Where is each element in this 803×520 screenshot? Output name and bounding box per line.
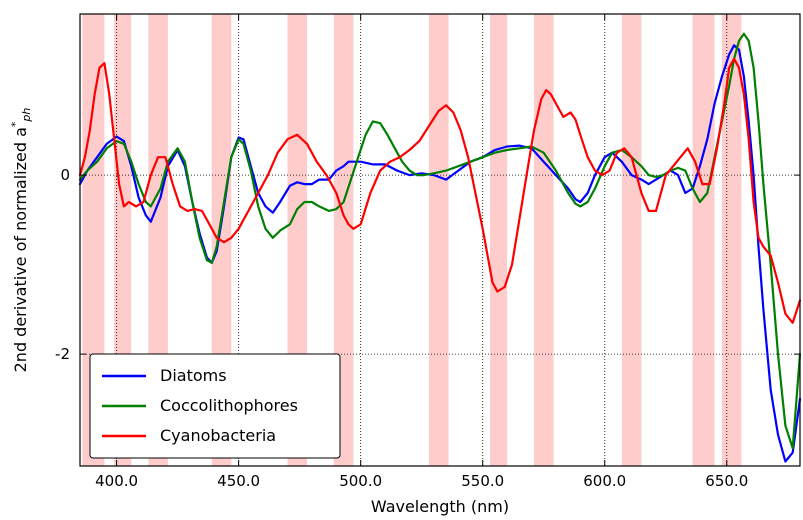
- x-tick-label: 550.0: [461, 472, 504, 490]
- y-axis-label: 2nd derivative of normalized a*ph: [9, 108, 33, 373]
- legend: Diatoms Coccolithophores Cyanobacteria: [89, 353, 341, 459]
- shaded-bands: [82, 14, 742, 466]
- shaded-band: [114, 14, 132, 466]
- x-axis-label: Wavelength (nm): [371, 497, 509, 516]
- y-tick-label: 0: [60, 166, 70, 184]
- shaded-band: [621, 14, 642, 466]
- x-tick-label: 600.0: [583, 472, 626, 490]
- tick-labels: 400.0 450.0 500.0 550.0 600.0 650.0 0 -2: [55, 166, 748, 490]
- shaded-band: [82, 14, 105, 466]
- y-axis-label-sup: *: [9, 121, 22, 127]
- shaded-band: [490, 14, 508, 466]
- legend-label-coccolithophores: Coccolithophores: [160, 396, 298, 415]
- x-tick-label: 450.0: [217, 472, 260, 490]
- legend-box: [89, 353, 341, 459]
- series-lines: [78, 32, 802, 463]
- y-axis-label-sub: ph: [20, 108, 33, 123]
- y-axis-label-main: 2nd derivative of normalized a: [11, 127, 30, 372]
- y-tick-label: -2: [55, 345, 70, 363]
- series-line-coccolithophores: [78, 32, 802, 450]
- plot-frame: [79, 13, 801, 467]
- axis-ticks: [80, 14, 800, 466]
- shaded-band: [721, 14, 742, 466]
- shaded-band: [333, 14, 354, 466]
- x-tick-label: 650.0: [705, 472, 748, 490]
- shaded-band: [287, 14, 307, 466]
- shaded-band: [148, 14, 168, 466]
- legend-label-cyanobacteria: Cyanobacteria: [160, 426, 276, 445]
- series-line-cyanobacteria: [78, 57, 802, 324]
- shaded-band: [533, 14, 554, 466]
- x-tick-label: 400.0: [95, 472, 138, 490]
- shaded-band: [429, 14, 449, 466]
- shaded-band: [692, 14, 715, 466]
- legend-label-diatoms: Diatoms: [160, 366, 227, 385]
- x-tick-label: 500.0: [339, 472, 382, 490]
